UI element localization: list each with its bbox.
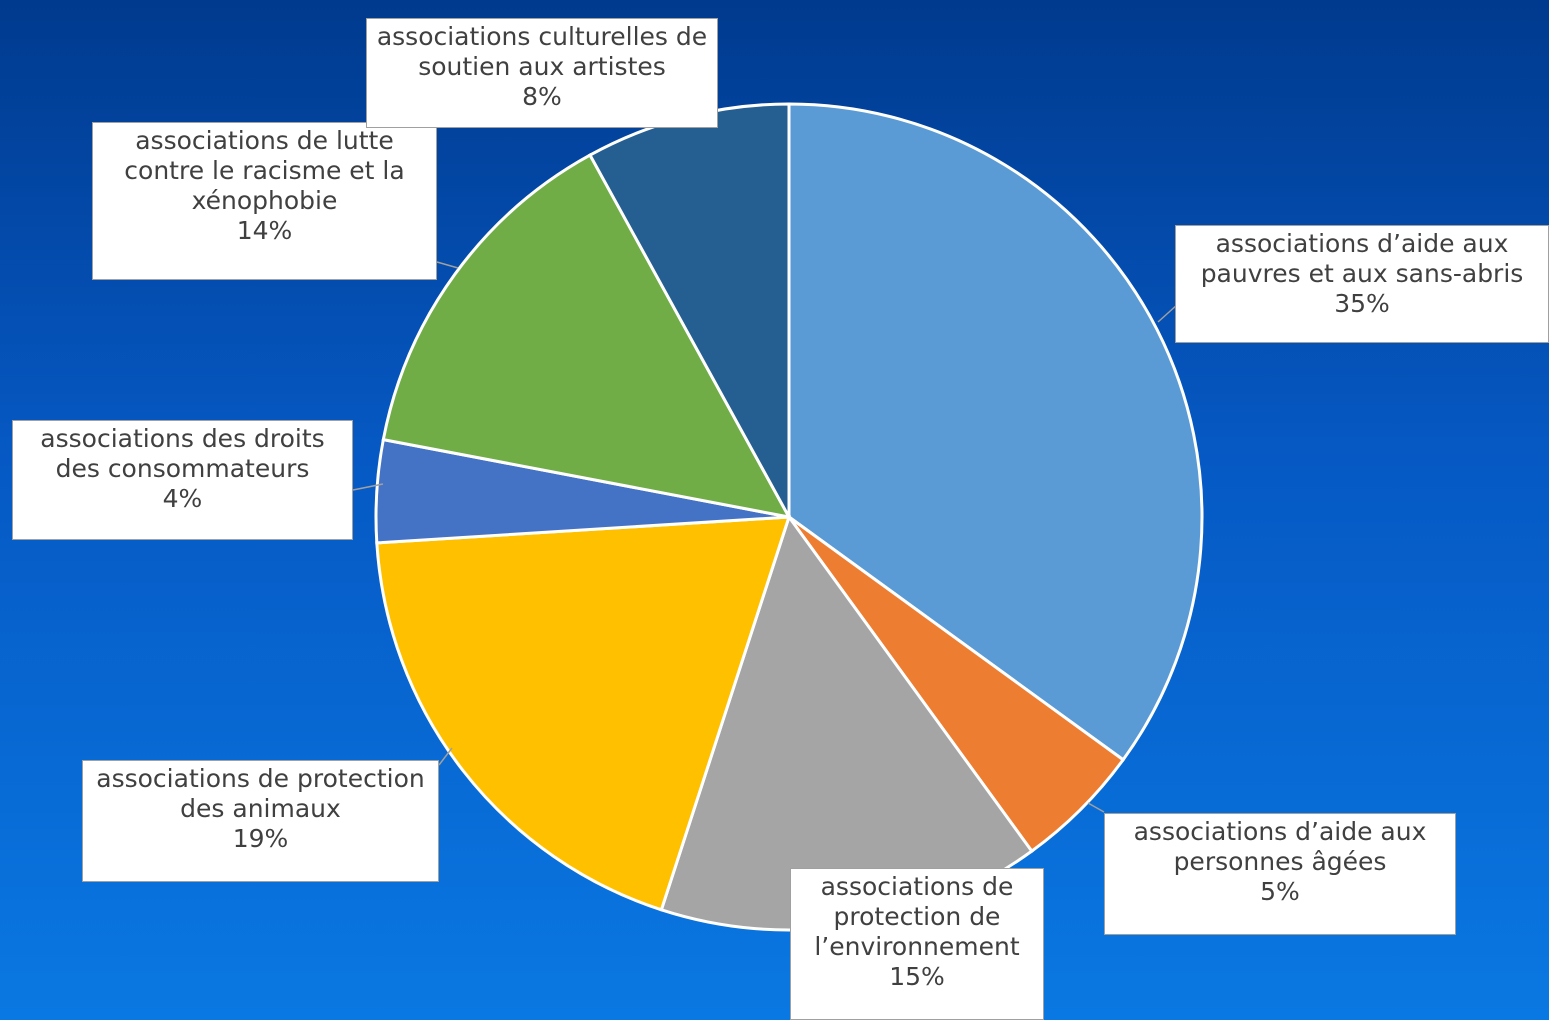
data-label: associations d’aide aux personnes âgées 5… [1104,813,1456,935]
value-label: 4% [162,484,203,513]
leader-line [1087,802,1105,813]
data-label: associations de protection des animaux 19… [82,760,439,882]
category-label: associations d’aide aux personnes âgées [1133,817,1427,876]
pie-slice [787,102,1204,762]
pie-slice [375,515,792,912]
data-label: associations de protection de l’environn… [790,868,1044,1020]
value-label: 35% [1334,289,1390,318]
data-label: associations d’aide aux pauvres et aux s… [1175,225,1549,343]
value-label: 5% [1260,877,1300,906]
category-label: associations de protection des animaux [96,764,425,823]
leader-line [438,747,453,766]
value-label: 8% [522,82,562,111]
pie-slice [381,153,792,520]
data-label: associations des droits des consommateur… [12,420,353,540]
category-label: associations d’aide aux pauvres et aux s… [1200,229,1524,288]
category-label: associations de lutte contre le racisme … [124,126,405,215]
category-label: associations de protection de l’environn… [814,872,1020,961]
data-label: associations de lutte contre le racisme … [92,122,437,280]
value-label: 14% [236,216,293,245]
leader-line [1157,303,1179,323]
category-label: associations culturelles de soutien aux … [376,22,708,81]
leader-line [352,483,384,491]
leader-line [436,261,459,269]
value-label: 19% [232,824,289,853]
value-label: 15% [889,962,945,991]
category-label: associations des droits des consommateur… [40,424,325,483]
data-label: associations culturelles de soutien aux … [366,18,718,128]
